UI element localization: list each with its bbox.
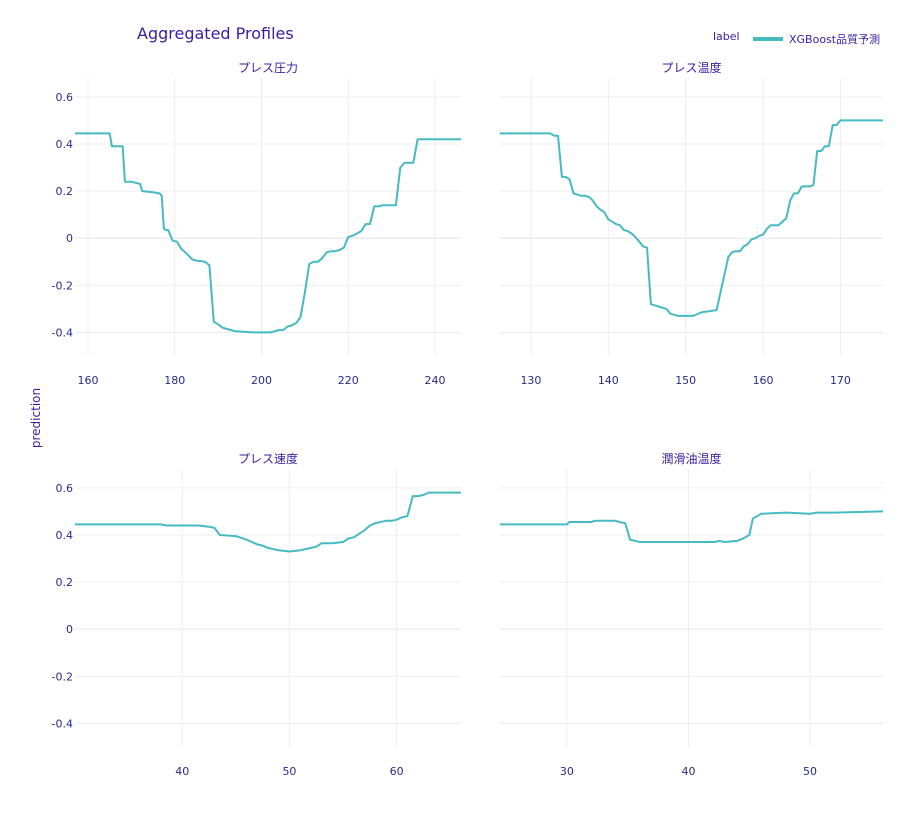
y-tick-label: -0.2 (52, 670, 73, 683)
series-line (75, 491, 461, 553)
x-tick-label: 170 (830, 374, 851, 387)
y-tick-label: 0.6 (56, 91, 74, 104)
chart-title: Aggregated Profiles (137, 24, 294, 43)
legend-title: label (713, 30, 740, 43)
y-tick-label: -0.4 (52, 326, 73, 339)
x-tick-label: 200 (251, 374, 272, 387)
y-tick-label: 0.2 (56, 185, 74, 198)
y-tick-label: 0.6 (56, 482, 74, 495)
y-tick-label: 0.2 (56, 576, 74, 589)
y-tick-label: -0.2 (52, 279, 73, 292)
series-line (500, 119, 883, 317)
x-tick-label: 50 (803, 765, 817, 778)
y-tick-label: -0.4 (52, 717, 73, 730)
x-tick-label: 240 (424, 374, 445, 387)
x-tick-label: 150 (675, 374, 696, 387)
x-tick-label: 50 (282, 765, 296, 778)
x-tick-label: 160 (78, 374, 99, 387)
subplot-title: プレス圧力 (238, 61, 298, 75)
grid-layer (75, 78, 883, 747)
x-tick-label: 40 (175, 765, 189, 778)
series-line (75, 132, 461, 334)
series-line (500, 510, 884, 543)
text-layer: Aggregated Profiles prediction label XGB… (29, 24, 880, 778)
y-tick-label: 0 (66, 232, 73, 245)
x-tick-label: 30 (560, 765, 574, 778)
y-tick-label: 0.4 (56, 529, 74, 542)
y-tick-label: 0 (66, 623, 73, 636)
x-tick-label: 180 (164, 374, 185, 387)
subplot-title: プレス速度 (238, 451, 298, 466)
subplot-title: プレス温度 (661, 60, 721, 75)
y-tick-label: 0.4 (56, 138, 74, 151)
legend-entry[interactable]: XGBoost品質予測 (789, 32, 880, 46)
y-axis-title: prediction (29, 388, 43, 448)
subplot-title: 潤滑油温度 (661, 451, 721, 466)
x-tick-label: 220 (338, 374, 359, 387)
x-tick-label: 160 (753, 374, 774, 387)
x-tick-label: 40 (681, 765, 695, 778)
x-tick-label: 130 (520, 374, 541, 387)
x-tick-label: 60 (390, 765, 404, 778)
series-layer (75, 119, 884, 553)
x-tick-label: 140 (598, 374, 619, 387)
